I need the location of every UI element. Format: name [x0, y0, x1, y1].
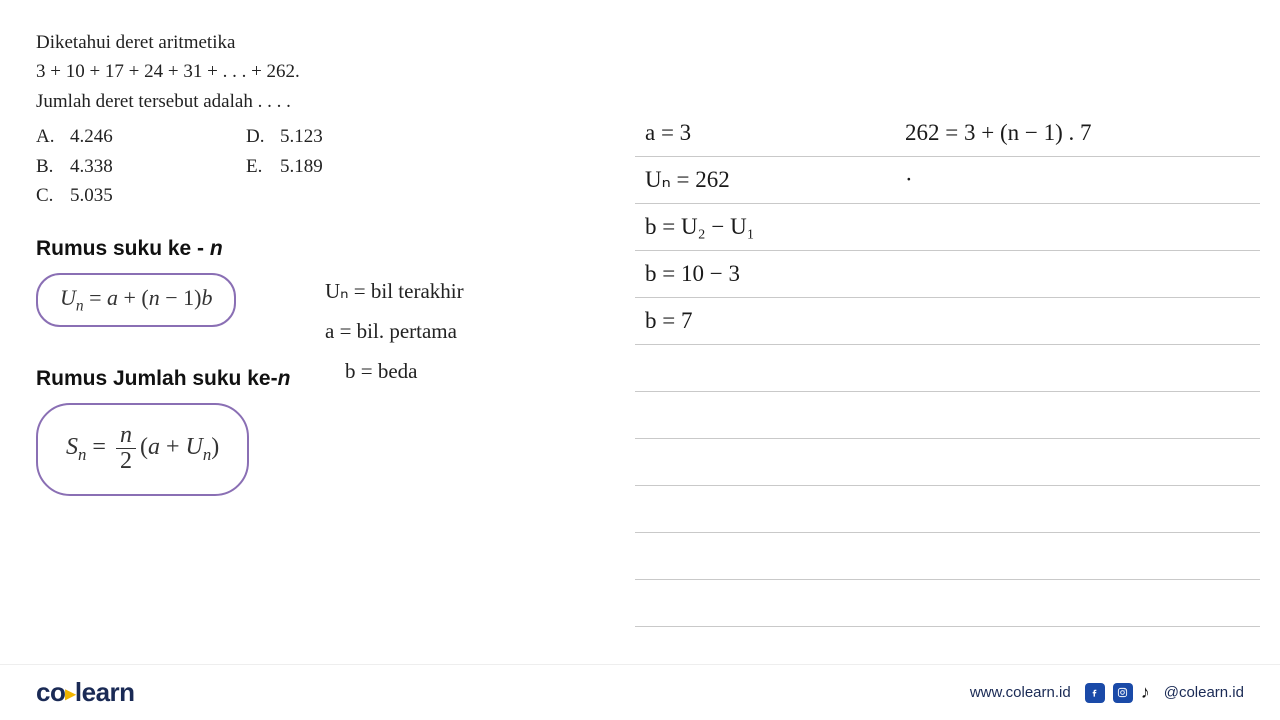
notebook-line: a = 3 262 = 3 + (n − 1) . 7	[635, 110, 1260, 157]
option-b: B.4.338	[36, 152, 246, 181]
notebook-col1: b = U₂ − U₁	[645, 214, 755, 240]
option-d: D.5.123	[246, 122, 323, 151]
formula-un: Un = a + (n − 1)b	[60, 285, 212, 310]
notebook-col1: b = 10 − 3	[645, 261, 740, 287]
notebook-col1: Uₙ = 262	[645, 167, 730, 193]
instagram-icon	[1113, 683, 1133, 703]
option-c: C.5.035	[36, 181, 246, 210]
formula-sn: Sn = n2(a + Un)	[66, 434, 219, 460]
notebook-line: b = U₂ − U₁	[635, 204, 1260, 251]
problem-block: Diketahui deret aritmetika 3 + 10 + 17 +…	[36, 28, 596, 211]
logo-dot-icon: ▸	[65, 683, 75, 705]
notebook-area: a = 3 262 = 3 + (n − 1) . 7 Uₙ = 262 · b = U…	[635, 110, 1260, 627]
notebook-line	[635, 439, 1260, 486]
notebook-line: b = 7	[635, 298, 1260, 345]
social-icons: ♪	[1085, 682, 1150, 703]
footer-url: www.colearn.id	[970, 684, 1071, 701]
handwriting-definitions: Uₙ = bil terakhir a = bil. pertama b = b…	[325, 272, 464, 392]
brand-logo: co▸learn	[36, 677, 135, 708]
heading-suku-n: Rumus suku ke - n	[36, 237, 596, 261]
notebook-line: Uₙ = 262 ·	[635, 157, 1260, 204]
heading-jumlah-suku-n: Rumus Jumlah suku ke-n	[36, 367, 596, 391]
notebook-col1: a = 3	[645, 120, 691, 146]
notebook-line	[635, 580, 1260, 627]
options-block: A.4.246 D.5.123 B.4.338 E.5.189 C.5.035	[36, 122, 596, 210]
hand-def-b: b = beda	[325, 352, 464, 392]
problem-line-1: Diketahui deret aritmetika	[36, 28, 596, 57]
problem-line-3: Jumlah deret tersebut adalah . . . .	[36, 87, 596, 116]
facebook-icon	[1085, 683, 1105, 703]
notebook-line	[635, 486, 1260, 533]
option-a: A.4.246	[36, 122, 246, 151]
notebook-col2: ·	[905, 167, 913, 193]
hand-def-un: Uₙ = bil terakhir	[325, 272, 464, 312]
problem-line-2: 3 + 10 + 17 + 24 + 31 + . . . + 262.	[36, 57, 596, 86]
notebook-line	[635, 345, 1260, 392]
formula-un-pill: Un = a + (n − 1)b	[36, 273, 236, 327]
notebook-col1: b = 7	[645, 308, 692, 334]
notebook-line: b = 10 − 3	[635, 251, 1260, 298]
hand-def-a: a = bil. pertama	[325, 312, 464, 352]
notebook-line	[635, 533, 1260, 580]
notebook-line	[635, 392, 1260, 439]
footer-handle: @colearn.id	[1164, 684, 1244, 701]
tiktok-icon: ♪	[1141, 682, 1150, 703]
notebook-col2: 262 = 3 + (n − 1) . 7	[905, 120, 1091, 146]
footer: co▸learn www.colearn.id ♪ @colearn.id	[0, 664, 1280, 720]
option-e: E.5.189	[246, 152, 323, 181]
formula-sn-pill: Sn = n2(a + Un)	[36, 403, 249, 496]
